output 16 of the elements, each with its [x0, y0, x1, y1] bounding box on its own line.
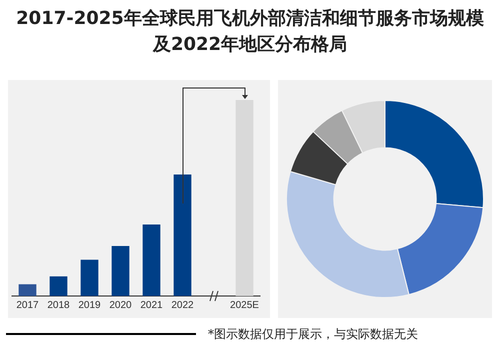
bar — [80, 260, 98, 296]
x-tick-label: 2021 — [140, 300, 164, 311]
bar — [142, 224, 160, 296]
bar — [112, 246, 130, 296]
x-tick-label: 2018 — [47, 300, 70, 311]
bar — [174, 174, 192, 296]
x-tick-label: 2020 — [109, 300, 132, 311]
bar — [236, 100, 254, 296]
x-tick-label: 2019 — [78, 300, 102, 311]
bar — [18, 284, 36, 296]
bar — [50, 276, 68, 296]
x-tick-label: 2025E — [230, 300, 260, 311]
text: *图示数据仅用于展示，与实际数据无关 — [208, 326, 418, 343]
x-tick-label: 2022 — [171, 300, 194, 311]
x-tick-label: 2017 — [16, 300, 40, 311]
chart-title: 2017-2025年全球民用飞机外部清洁和细节服务市场规模及2022年地区分布格局 — [15, 7, 485, 57]
